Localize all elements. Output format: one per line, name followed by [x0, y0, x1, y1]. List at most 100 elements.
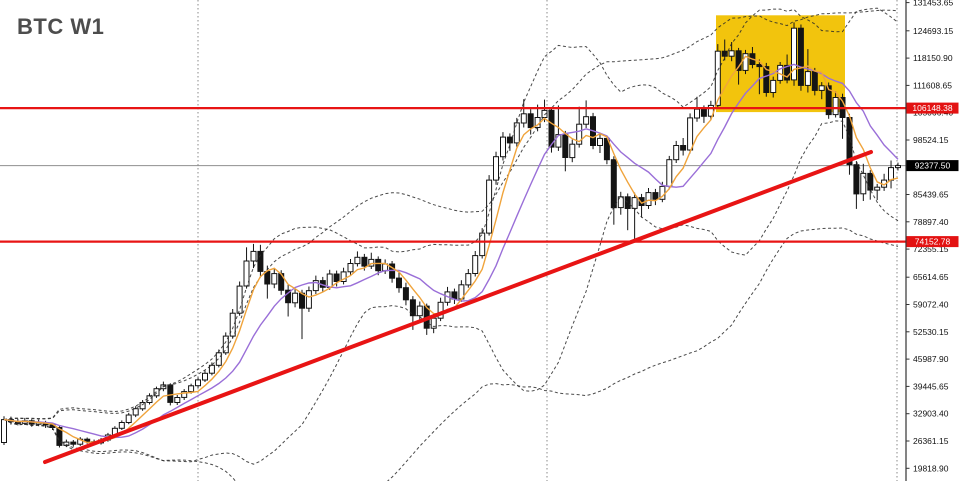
bear-candle-body [811, 71, 818, 91]
price-axis[interactable]: 131453.65124693.15118150.90111608.651050… [905, 0, 960, 481]
bull-candle-body [292, 292, 299, 304]
bear-candle-body [867, 172, 874, 191]
bear-candle-body [506, 136, 513, 144]
bull-candle-body [271, 273, 278, 285]
bull-candle-body [229, 312, 236, 337]
axis-tick-label: 124693.15 [913, 26, 953, 36]
bear-candle-body [527, 113, 534, 129]
bull-candle-body [243, 260, 250, 287]
bear-candle-body [333, 273, 340, 282]
bull-candle-body [687, 117, 694, 151]
bull-candle-body [63, 441, 70, 446]
bull-candle-body [250, 250, 257, 262]
bear-candle-body [375, 258, 382, 272]
bear-candle-body [285, 289, 292, 304]
level-price-badge [906, 236, 959, 248]
bull-candle-body [714, 50, 721, 106]
bull-candle-body [666, 159, 673, 187]
bull-candle-body [569, 143, 576, 159]
outer-band-upper [3, 9, 899, 421]
bull-candle-body [479, 232, 486, 257]
bull-candle-body [874, 186, 881, 191]
axis-tick-label: 111608.65 [913, 80, 952, 90]
axis-tick-label: 98524.15 [913, 135, 949, 145]
bull-candle-body [305, 290, 312, 309]
bull-candle-body [181, 391, 188, 398]
outer-band-lower [3, 227, 899, 481]
axis-tick-label: 78897.40 [913, 217, 949, 227]
axis-tick-label: 65614.65 [913, 272, 949, 282]
bull-candle-body [576, 123, 583, 145]
current-price-badge-label: 92377.50 [915, 161, 951, 171]
axis-tick-label: 26361.15 [913, 436, 949, 446]
bear-candle-body [652, 192, 659, 200]
bull-candle-body [860, 172, 867, 195]
bear-candle-body [264, 271, 271, 285]
axis-tick-label: 19818.90 [913, 463, 949, 473]
bear-candle-body [70, 441, 77, 445]
bear-candle-body [756, 64, 763, 68]
bear-candle-body [56, 427, 63, 446]
axis-tick-label: 32903.40 [913, 409, 949, 419]
bull-candle-body [188, 385, 195, 393]
bull-candle-body [347, 263, 354, 273]
bear-candle-body [257, 250, 264, 272]
level-price-badge [906, 102, 959, 114]
bear-candle-body [84, 438, 91, 443]
bull-candle-body [617, 196, 624, 209]
bear-candle-body [680, 145, 687, 151]
bull-candle-body [770, 79, 777, 94]
bull-candle-body [208, 364, 215, 374]
bear-candle-body [610, 159, 617, 209]
bear-candle-body [700, 108, 707, 117]
bull-candle-body [895, 165, 901, 169]
bear-candle-body [167, 384, 174, 403]
bull-candle-body [139, 402, 146, 410]
bull-candle-body [340, 271, 347, 282]
axis-tick-label: 72355.15 [913, 244, 949, 254]
axis-tick-label: 52530.15 [913, 327, 949, 337]
bear-candle-body [763, 66, 770, 93]
bear-candle-body [825, 85, 832, 116]
bull-candle-body [118, 422, 125, 429]
bull-candle-body [541, 109, 548, 119]
bull-candle-body [146, 395, 153, 403]
bull-candle-body [742, 53, 749, 71]
bear-candle-body [402, 287, 409, 301]
bull-candle-body [631, 197, 638, 209]
bull-candle-body [513, 122, 520, 144]
bear-candle-body [784, 64, 791, 81]
bull-candle-body [416, 305, 423, 317]
level-price-badge-label: 74152.78 [915, 237, 951, 247]
bull-candle-body [236, 285, 243, 314]
axis-tick-label: 39445.65 [913, 381, 949, 391]
bull-candle-body [472, 255, 479, 275]
bear-candle-body [409, 299, 416, 317]
bull-candle-body [1, 419, 7, 444]
axis-tick-label: 59072.40 [913, 300, 949, 310]
bull-candle-body [437, 301, 444, 319]
bull-candle-body [326, 273, 333, 288]
bear-candle-body [797, 27, 804, 86]
symbol-timeframe-title: BTC W1 [17, 14, 105, 39]
bull-candle-body [645, 192, 652, 207]
bull-candle-body [804, 71, 811, 86]
axis-tick-label: 131453.65 [913, 0, 953, 8]
bull-candle-body [465, 273, 472, 286]
bear-candle-body [735, 50, 742, 71]
bear-candle-body [853, 164, 860, 195]
bull-candle-body [125, 414, 132, 423]
bull-candle-body [583, 116, 590, 125]
bear-candle-body [548, 109, 555, 148]
bull-candle-body [202, 372, 208, 381]
bear-candle-body [624, 196, 631, 210]
bull-candle-body [694, 108, 700, 119]
bull-candle-body [354, 256, 361, 265]
bull-candle-body [493, 156, 499, 181]
trendline[interactable] [43, 150, 873, 464]
bull-candle-body [195, 379, 201, 387]
bull-candle-body [153, 388, 160, 397]
bear-candle-body [396, 277, 402, 289]
